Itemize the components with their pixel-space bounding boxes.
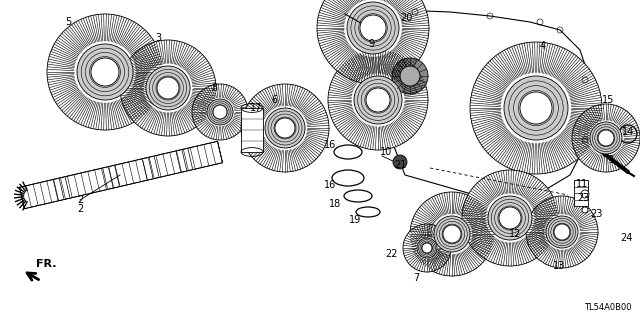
Circle shape [146, 66, 190, 110]
Text: TL54A0B00: TL54A0B00 [584, 303, 632, 312]
Circle shape [504, 76, 568, 140]
Circle shape [360, 15, 386, 41]
Circle shape [410, 192, 494, 276]
Circle shape [354, 76, 402, 124]
Text: 16: 16 [324, 140, 336, 150]
Circle shape [417, 238, 437, 258]
Circle shape [317, 0, 429, 84]
Text: 3: 3 [155, 33, 161, 43]
Circle shape [393, 155, 407, 169]
Circle shape [392, 58, 428, 94]
Circle shape [241, 84, 329, 172]
Text: 20: 20 [400, 13, 412, 23]
Text: 21: 21 [394, 160, 406, 170]
Text: FR.: FR. [36, 259, 56, 269]
Polygon shape [19, 141, 223, 209]
Text: 9: 9 [368, 39, 374, 49]
Circle shape [470, 42, 602, 174]
Circle shape [434, 216, 470, 252]
Text: 2: 2 [77, 204, 83, 214]
Circle shape [192, 84, 248, 140]
Text: 2: 2 [77, 195, 83, 205]
Text: 23: 23 [577, 193, 589, 203]
Circle shape [347, 2, 399, 54]
Text: 6: 6 [271, 95, 277, 105]
Text: 23: 23 [590, 209, 602, 219]
Circle shape [590, 122, 622, 154]
Circle shape [520, 92, 552, 124]
Text: 1: 1 [609, 155, 615, 165]
Circle shape [526, 196, 598, 268]
Text: 15: 15 [602, 95, 614, 105]
Text: 16: 16 [324, 180, 336, 190]
Text: 4: 4 [540, 41, 546, 51]
Circle shape [572, 104, 640, 172]
Circle shape [400, 66, 420, 86]
Text: 10: 10 [380, 147, 392, 157]
Text: 19: 19 [349, 215, 361, 225]
Circle shape [207, 99, 233, 125]
Text: 14: 14 [622, 127, 634, 137]
Circle shape [443, 225, 461, 243]
Circle shape [422, 243, 432, 253]
Circle shape [598, 130, 614, 146]
Circle shape [546, 216, 578, 248]
Circle shape [77, 44, 133, 100]
Text: 8: 8 [211, 83, 217, 93]
FancyBboxPatch shape [241, 108, 263, 152]
Circle shape [499, 207, 521, 229]
Circle shape [157, 77, 179, 99]
Text: 17: 17 [250, 103, 262, 113]
Circle shape [213, 105, 227, 119]
Text: 5: 5 [65, 17, 71, 27]
Text: 11: 11 [576, 179, 588, 189]
Circle shape [582, 207, 588, 213]
Circle shape [581, 190, 589, 198]
Text: 22: 22 [386, 249, 398, 259]
Circle shape [403, 224, 451, 272]
Circle shape [265, 108, 305, 148]
Text: 13: 13 [553, 261, 565, 271]
Circle shape [366, 88, 390, 112]
Circle shape [275, 118, 295, 138]
Circle shape [47, 14, 163, 130]
FancyBboxPatch shape [574, 180, 588, 206]
Text: 24: 24 [620, 233, 632, 243]
Circle shape [554, 224, 570, 240]
Text: 18: 18 [329, 199, 341, 209]
Circle shape [328, 50, 428, 150]
Circle shape [120, 40, 216, 136]
Circle shape [91, 58, 119, 86]
Text: 7: 7 [413, 273, 419, 283]
Text: 12: 12 [509, 229, 521, 239]
Circle shape [488, 196, 532, 240]
Circle shape [462, 170, 558, 266]
